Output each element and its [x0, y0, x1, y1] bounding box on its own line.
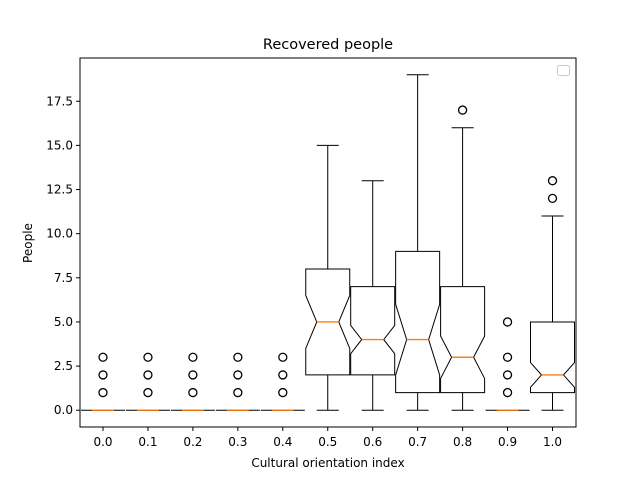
outlier-point	[547, 193, 558, 204]
outlier-point	[502, 387, 513, 398]
outlier-point	[98, 370, 108, 380]
outlier-point	[502, 317, 513, 327]
notched-box	[350, 286, 396, 376]
outlier-point	[278, 370, 288, 380]
outlier-point	[502, 352, 513, 362]
y-tick-label: 5.0	[54, 315, 73, 329]
outlier-point	[143, 352, 153, 362]
x-tick-label: 0.1	[138, 435, 157, 449]
x-tick-label: 0.3	[228, 435, 247, 449]
outlier-point	[143, 387, 153, 398]
outlier-point	[143, 370, 153, 380]
y-tick-label: 10.0	[46, 227, 73, 241]
outlier-point	[188, 370, 198, 380]
y-tick-label: 2.5	[54, 359, 73, 373]
y-axis-label: People	[21, 223, 35, 263]
outlier-point	[233, 352, 243, 362]
x-axis-label: Cultural orientation index	[251, 456, 404, 470]
outlier-point	[547, 176, 558, 186]
x-tick-label: 0.6	[363, 435, 382, 449]
y-tick-label: 17.5	[46, 94, 73, 108]
x-tick-label: 0.5	[318, 435, 337, 449]
outlier-point	[98, 352, 108, 362]
legend-box	[557, 65, 570, 76]
y-tick-label: 7.5	[54, 271, 73, 285]
outlier-point	[278, 352, 288, 362]
notched-box	[305, 268, 351, 376]
plot-area	[81, 74, 575, 411]
y-tick-label: 0.0	[54, 403, 73, 417]
outlier-point	[233, 370, 243, 380]
y-axis: 0.0 2.5 5.0 7.5 10.0 12.5 15.0 17.5	[46, 94, 80, 417]
outlier-point	[233, 387, 243, 398]
notched-box	[530, 321, 575, 394]
x-tick-label: 1.0	[543, 435, 562, 449]
x-axis: 0.0 0.1 0.2 0.3 0.4 0.5 0.6 0.7 0.8 0.9 1.0	[93, 427, 562, 449]
y-tick-label: 12.5	[46, 183, 73, 197]
x-tick-label: 0.4	[273, 435, 292, 449]
outlier-point	[188, 387, 198, 398]
y-tick-label: 15.0	[46, 138, 73, 152]
x-tick-label: 0.9	[498, 435, 517, 449]
x-tick-label: 0.2	[183, 435, 202, 449]
x-tick-label: 0.7	[408, 435, 427, 449]
outlier-point	[457, 105, 468, 115]
chart-title: Recovered people	[263, 37, 393, 53]
outlier-point	[188, 352, 198, 362]
outlier-point	[278, 387, 288, 398]
outlier-point	[502, 370, 513, 380]
notched-box	[395, 250, 441, 394]
notched-box	[440, 286, 486, 394]
x-tick-label: 0.8	[453, 435, 472, 449]
outlier-point	[98, 387, 108, 398]
x-tick-label: 0.0	[93, 435, 112, 449]
